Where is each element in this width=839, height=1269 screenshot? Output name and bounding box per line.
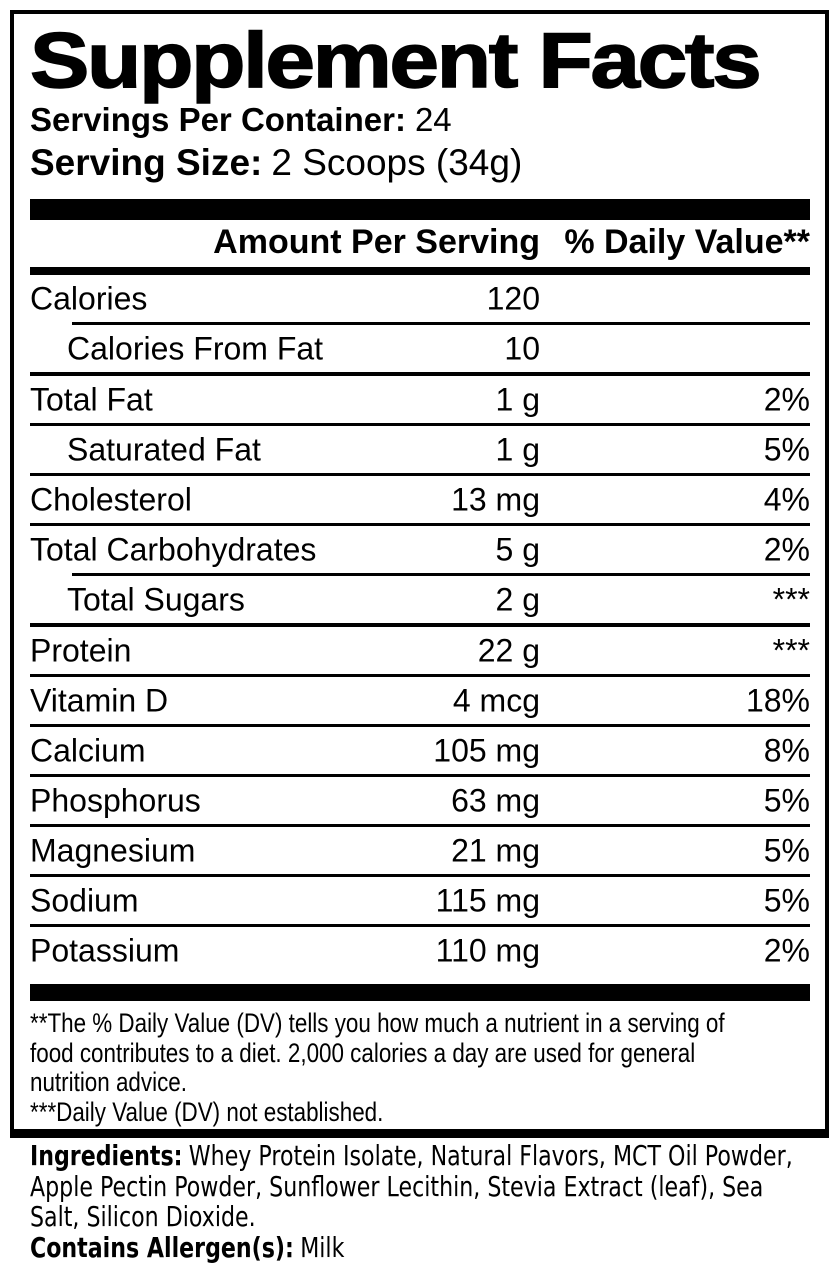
nutrient-amount: 13 mg bbox=[451, 481, 540, 517]
table-row: Cholesterol 13 mg 4% bbox=[30, 476, 810, 523]
serving-size-label: Serving Size: bbox=[30, 142, 263, 183]
row-divider bbox=[30, 824, 810, 827]
nutrient-name: Vitamin D bbox=[30, 682, 169, 718]
nutrient-daily-value: 4% bbox=[763, 481, 810, 517]
nutrient-name: Magnesium bbox=[30, 832, 196, 868]
row-divider bbox=[30, 674, 810, 677]
table-row: Total Fat 1 g 2% bbox=[30, 376, 810, 423]
row-divider bbox=[30, 623, 810, 627]
nutrient-daily-value: *** bbox=[772, 632, 810, 668]
nutrient-amount: 63 mg bbox=[451, 782, 540, 818]
nutrient-amount: 1 g bbox=[495, 431, 540, 467]
nutrient-daily-value: 2% bbox=[763, 932, 810, 968]
row-divider bbox=[30, 423, 810, 426]
nutrient-daily-value: 18% bbox=[745, 682, 810, 718]
nutrient-amount: 2 g bbox=[495, 581, 540, 617]
header-separator bbox=[30, 267, 810, 275]
servings-per-container-label: Servings Per Container: bbox=[30, 101, 406, 138]
row-divider bbox=[30, 724, 810, 727]
row-divider bbox=[30, 874, 810, 877]
daily-value-footnote-line: food contributes to a diet. 2,000 calori… bbox=[30, 1037, 696, 1068]
column-header-daily-value: % Daily Value** bbox=[564, 223, 810, 261]
nutrient-name: Calcium bbox=[30, 732, 146, 768]
nutrient-daily-value: 2% bbox=[763, 381, 810, 417]
nutrient-daily-value: 5% bbox=[763, 882, 810, 918]
nutrient-name: Phosphorus bbox=[30, 782, 201, 818]
nutrient-name: Total Fat bbox=[30, 381, 153, 417]
thick-separator-top bbox=[30, 199, 810, 220]
nutrient-amount: 1 g bbox=[495, 381, 540, 417]
nutrient-name: Cholesterol bbox=[30, 481, 192, 517]
panel-title: Supplement Facts bbox=[29, 16, 762, 104]
nutrient-daily-value: 8% bbox=[763, 732, 810, 768]
daily-value-footnote-line: nutrition advice. bbox=[30, 1067, 187, 1097]
nutrient-name: Saturated Fat bbox=[67, 431, 261, 467]
row-divider bbox=[72, 322, 810, 325]
not-established-footnote: ***Daily Value (DV) not established. bbox=[30, 1096, 384, 1127]
nutrient-name: Calories From Fat bbox=[67, 330, 324, 366]
table-row: Vitamin D 4 mcg 18% bbox=[30, 677, 810, 724]
row-divider bbox=[30, 473, 810, 476]
nutrient-amount: 21 mg bbox=[451, 832, 540, 868]
table-row: Magnesium 21 mg 5% bbox=[30, 827, 810, 874]
nutrient-name: Total Sugars bbox=[67, 581, 245, 617]
thick-separator-bottom bbox=[30, 984, 810, 1001]
ingredients-section: Ingredients: Whey Protein Isolate, Natura… bbox=[30, 1139, 839, 1264]
row-divider bbox=[30, 774, 810, 777]
table-row: Calcium 105 mg 8% bbox=[30, 727, 810, 774]
table-row: Total Sugars 2 g *** bbox=[30, 576, 810, 623]
daily-value-footnote-line: **The % Daily Value (DV) tells you how m… bbox=[30, 1008, 725, 1038]
nutrient-daily-value: 5% bbox=[763, 782, 810, 818]
table-row: Calories From Fat 10 bbox=[30, 325, 810, 372]
nutrient-amount: 120 bbox=[486, 280, 540, 316]
nutrient-name: Potassium bbox=[30, 932, 180, 968]
serving-size: Serving Size: 2 Scoops (34g) bbox=[30, 140, 810, 186]
footnotes: **The % Daily Value (DV) tells you how m… bbox=[30, 1008, 810, 1127]
facts-table-body: Calories 120 Calories From Fat 10 Total Fat 1… bbox=[30, 275, 810, 974]
nutrient-amount: 4 mcg bbox=[452, 682, 540, 718]
ingredients-line: Salt, Silicon Dioxide. bbox=[30, 1200, 256, 1233]
supplement-facts-panel: Supplement Facts Servings Per Container:… bbox=[10, 10, 829, 1138]
table-row: Protein 22 g *** bbox=[30, 627, 810, 674]
allergens-line: Contains Allergen(s): Milk bbox=[30, 1230, 793, 1264]
nutrient-name: Calories bbox=[30, 280, 148, 316]
nutrient-amount: 5 g bbox=[495, 531, 540, 567]
nutrient-daily-value: *** bbox=[772, 581, 810, 617]
table-row: Total Carbohydrates 5 g 2% bbox=[30, 526, 810, 573]
servings-per-container: Servings Per Container: 24 bbox=[30, 100, 810, 140]
nutrient-name: Sodium bbox=[30, 882, 139, 918]
column-header-amount: Amount Per Serving bbox=[213, 223, 540, 261]
ingredients-label: Ingredients: bbox=[30, 1139, 183, 1172]
row-divider bbox=[30, 523, 810, 526]
allergens-label: Contains Allergen(s): bbox=[30, 1230, 294, 1264]
ingredients-text: Whey Protein Isolate, Natural Flavors, M… bbox=[188, 1139, 793, 1172]
serving-size-value: 2 Scoops (34g) bbox=[271, 142, 523, 183]
nutrient-amount: 115 mg bbox=[435, 882, 540, 918]
row-divider bbox=[72, 573, 810, 576]
ingredients-line: Ingredients: Whey Protein Isolate, Natura… bbox=[30, 1139, 793, 1172]
nutrient-daily-value: 5% bbox=[763, 832, 810, 868]
nutrient-name: Protein bbox=[30, 632, 132, 668]
table-header-row: Amount Per Serving % Daily Value** bbox=[30, 220, 810, 267]
nutrient-amount: 105 mg bbox=[433, 732, 540, 768]
row-divider bbox=[30, 372, 810, 376]
row-divider bbox=[30, 924, 810, 927]
allergens-value: Milk bbox=[300, 1230, 345, 1264]
table-row: Phosphorus 63 mg 5% bbox=[30, 777, 810, 824]
nutrient-amount: 10 bbox=[504, 330, 540, 366]
nutrient-daily-value: 5% bbox=[763, 431, 810, 467]
nutrient-name: Total Carbohydrates bbox=[30, 531, 317, 567]
table-row: Saturated Fat 1 g 5% bbox=[30, 426, 810, 473]
nutrient-amount: 110 mg bbox=[435, 932, 540, 968]
table-row: Potassium 110 mg 2% bbox=[30, 927, 810, 974]
table-row: Sodium 115 mg 5% bbox=[30, 877, 810, 924]
ingredients-line: Apple Pectin Powder, Sunflower Lecithin,… bbox=[30, 1169, 764, 1203]
servings-per-container-value: 24 bbox=[414, 101, 452, 138]
nutrient-amount: 22 g bbox=[477, 632, 540, 668]
table-row: Calories 120 bbox=[30, 275, 810, 322]
nutrient-daily-value: 2% bbox=[763, 531, 810, 567]
